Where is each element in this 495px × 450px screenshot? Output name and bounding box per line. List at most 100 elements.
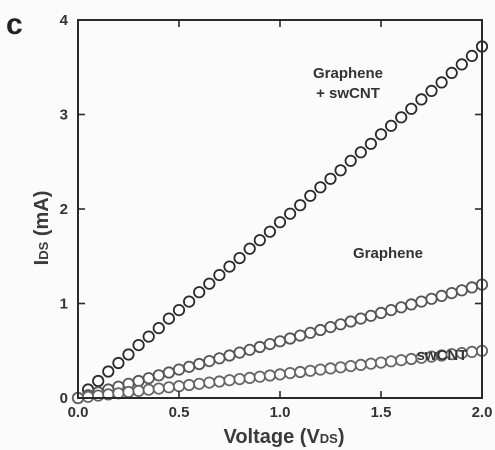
data-point	[122, 385, 135, 399]
data-point	[324, 172, 337, 185]
data-point	[253, 370, 266, 383]
data-point	[183, 378, 196, 392]
x-tick-label: 0.5	[169, 404, 190, 421]
data-point	[395, 354, 408, 367]
data-point	[152, 369, 165, 382]
x-axis-title: Voltage (VDS)	[223, 426, 344, 448]
series-label-line: Graphene	[313, 65, 383, 82]
data-point	[263, 369, 276, 382]
data-point	[304, 364, 317, 377]
data-point	[354, 358, 367, 371]
series-label: swCNT	[417, 347, 468, 364]
data-point	[152, 321, 165, 335]
data-point	[142, 372, 155, 385]
data-point	[92, 389, 105, 402]
data-point	[223, 349, 236, 362]
data-point	[334, 318, 347, 331]
y-axis-title-subscript: DS	[36, 241, 51, 259]
data-point	[405, 298, 418, 311]
data-point	[122, 348, 135, 361]
y-tick-label: 3	[60, 107, 68, 124]
data-point	[112, 356, 125, 370]
data-point	[233, 346, 246, 359]
series-label-line: swCNT	[417, 347, 468, 364]
data-point	[253, 234, 266, 247]
data-point	[253, 340, 266, 354]
series-label: Graphene + swCNT	[313, 65, 383, 102]
data-point	[203, 277, 216, 290]
data-point	[384, 119, 398, 132]
y-tick-label: 4	[60, 12, 69, 29]
data-point	[314, 181, 327, 194]
data-point	[172, 380, 186, 393]
data-point	[405, 352, 418, 366]
data-point	[112, 387, 125, 400]
data-point	[223, 260, 236, 273]
data-point	[273, 216, 287, 229]
data-point	[314, 323, 327, 337]
data-point	[455, 58, 468, 71]
data-point	[132, 384, 145, 397]
panel-label: c	[6, 8, 23, 41]
x-axis-title-main: Voltage (V	[223, 426, 320, 448]
data-point	[132, 338, 145, 352]
data-point	[283, 332, 297, 345]
data-point	[193, 377, 206, 390]
data-point	[233, 252, 246, 265]
y-axis-title-main: I	[31, 260, 53, 266]
data-point	[455, 284, 468, 297]
data-point	[465, 281, 478, 294]
data-point	[314, 363, 327, 376]
data-point	[354, 312, 367, 325]
data-point	[213, 375, 226, 388]
data-point	[364, 357, 377, 370]
series-label-line: Graphene	[353, 245, 423, 262]
data-point	[263, 225, 276, 238]
x-axis-title-subscript: DS	[320, 431, 338, 446]
data-point	[132, 374, 145, 388]
data-point	[354, 146, 367, 159]
x-tick-label: 2.0	[472, 404, 493, 421]
data-point	[294, 365, 307, 379]
data-point	[395, 301, 408, 314]
y-tick-label: 0	[60, 390, 68, 407]
data-point	[465, 345, 478, 358]
y-axis-title-rest: (mA)	[31, 191, 53, 242]
data-point	[425, 84, 438, 98]
data-point	[324, 320, 337, 334]
data-point	[304, 189, 317, 202]
data-point	[142, 383, 155, 396]
data-point	[294, 199, 307, 212]
data-point	[273, 335, 287, 348]
data-point	[334, 361, 347, 374]
y-tick-label: 1	[60, 296, 68, 313]
data-point	[213, 268, 226, 282]
data-point	[415, 295, 428, 308]
x-tick-label: 1.0	[270, 404, 291, 421]
data-point	[162, 381, 175, 394]
data-point	[334, 164, 347, 177]
data-point	[324, 362, 337, 375]
data-point	[233, 372, 246, 386]
series-label-line: + swCNT	[316, 85, 380, 102]
data-point	[294, 329, 307, 342]
data-point	[193, 357, 206, 371]
data-point	[374, 356, 388, 369]
data-point	[172, 303, 186, 317]
data-point	[92, 374, 105, 388]
data-point	[435, 76, 448, 89]
data-point	[102, 365, 115, 378]
data-point	[283, 207, 297, 220]
data-point	[304, 326, 317, 339]
data-point	[374, 128, 388, 141]
data-point	[415, 93, 428, 106]
series-graphene-swcnt	[71, 40, 489, 405]
data-point	[425, 292, 438, 305]
x-tick-label: 0.0	[68, 404, 89, 421]
data-point	[193, 286, 206, 299]
data-point	[203, 354, 216, 368]
series-label: Graphene	[353, 245, 423, 262]
data-point	[162, 366, 175, 379]
data-point	[445, 66, 458, 80]
